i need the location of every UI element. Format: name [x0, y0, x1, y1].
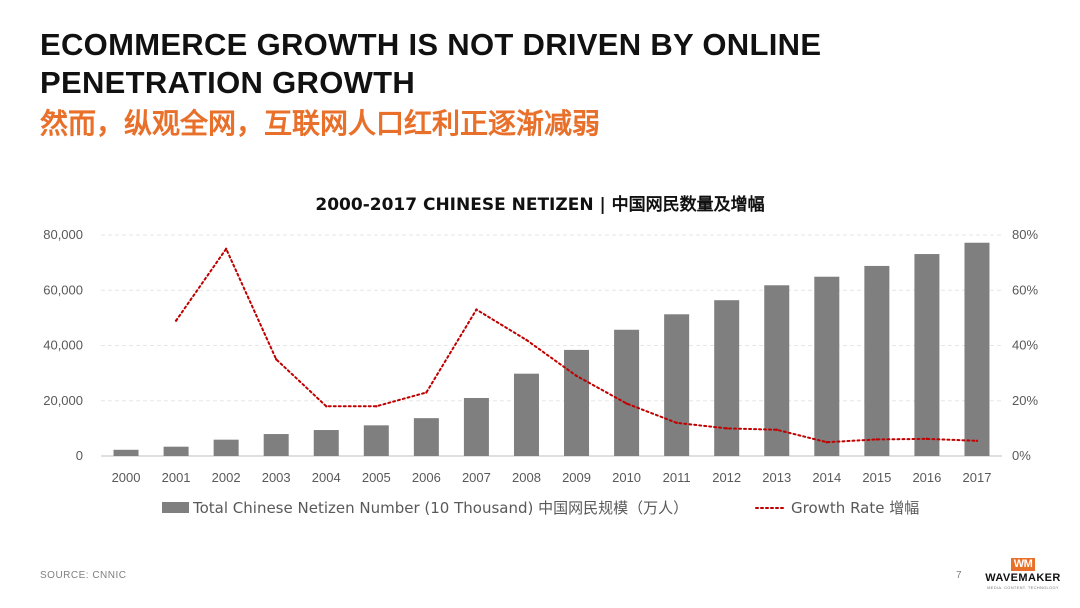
source-note: SOURCE: CNNIC — [40, 570, 127, 581]
growth-rate-point — [825, 440, 829, 444]
y-right-tick-label: 20% — [1012, 393, 1038, 408]
y-right-tick-label: 60% — [1012, 282, 1038, 297]
x-tick-label: 2010 — [612, 470, 641, 485]
x-tick-label: 2016 — [912, 470, 941, 485]
x-tick-label: 2007 — [462, 470, 491, 485]
bar — [363, 425, 389, 456]
y-left-tick-label: 60,000 — [43, 282, 83, 297]
x-tick-label: 2017 — [963, 470, 992, 485]
x-tick-label: 2003 — [262, 470, 291, 485]
y-right-tick-label: 0% — [1012, 448, 1031, 463]
bar — [714, 300, 740, 456]
legend-bar-swatch — [162, 502, 189, 513]
bar — [664, 314, 690, 456]
bar — [263, 434, 289, 456]
bar — [814, 276, 840, 456]
bar — [113, 449, 139, 456]
growth-rate-point — [725, 427, 728, 430]
x-tick-label: 2006 — [412, 470, 441, 485]
growth-rate-point — [975, 439, 979, 443]
y-left-tick-label: 40,000 — [43, 338, 83, 353]
x-tick-label: 2002 — [212, 470, 241, 485]
slide-headline: ECOMMERCE GROWTH IS NOT DRIVEN BY ONLINE… — [40, 27, 822, 100]
bar — [914, 254, 940, 456]
bar — [463, 397, 489, 456]
y-left-tick-label: 80,000 — [43, 227, 83, 242]
growth-rate-point — [274, 358, 278, 361]
page-number: 7 — [956, 570, 962, 581]
growth-rate-point — [525, 338, 528, 342]
y-left-tick-label: 20,000 — [43, 393, 83, 408]
chart-title: 2000-2017 CHINESE NETIZEN | 中国网民数量及增幅 — [315, 195, 765, 215]
x-tick-label: 2001 — [162, 470, 191, 485]
growth-rate-point — [775, 428, 778, 431]
growth-rate-point — [425, 391, 428, 394]
x-tick-label: 2014 — [812, 470, 841, 485]
bar — [313, 430, 339, 456]
bar — [764, 285, 790, 456]
growth-rate-point — [325, 405, 328, 408]
growth-rate-point — [925, 437, 929, 441]
bar — [614, 329, 640, 456]
x-tick-label: 2009 — [562, 470, 591, 485]
bar — [964, 242, 990, 456]
logo-name: WAVEMAKER — [985, 572, 1061, 584]
x-tick-label: 2004 — [312, 470, 341, 485]
growth-rate-point — [625, 402, 628, 405]
bar — [564, 349, 590, 456]
growth-rate-point — [375, 405, 378, 408]
logo-mark: WM — [1010, 558, 1036, 571]
logo-tagline: MEDIA. CONTENT. TECHNOLOGY — [987, 585, 1059, 590]
growth-rate-point — [875, 438, 879, 441]
x-tick-label: 2011 — [663, 470, 691, 485]
growth-rate-point — [174, 319, 178, 322]
x-tick-label: 2000 — [112, 470, 141, 485]
bar — [513, 373, 539, 456]
bar — [864, 265, 890, 456]
legend-bar-label: Total Chinese Netizen Number (10 Thousan… — [192, 499, 688, 517]
legend-line-label: Growth Rate 增幅 — [791, 499, 919, 517]
growth-rate-point — [224, 247, 228, 251]
growth-rate-point — [475, 308, 478, 311]
bar — [413, 418, 439, 456]
x-tick-label: 2008 — [512, 470, 541, 485]
wavemaker-logo: WM WAVEMAKER MEDIA. CONTENT. TECHNOLOGY — [982, 554, 1064, 590]
bar — [213, 439, 239, 456]
growth-rate-point — [575, 374, 578, 378]
x-tick-label: 2012 — [712, 470, 741, 485]
x-tick-label: 2013 — [762, 470, 791, 485]
y-right-tick-label: 40% — [1012, 338, 1038, 353]
y-left-tick-label: 0 — [76, 448, 83, 463]
x-tick-label: 2015 — [862, 470, 891, 485]
growth-rate-point — [675, 421, 678, 425]
x-tick-label: 2005 — [362, 470, 391, 485]
bar — [163, 446, 189, 456]
y-right-tick-label: 80% — [1012, 227, 1038, 242]
slide-subheadline: 然而，纵观全网，互联网人口红利正逐渐减弱 — [40, 107, 601, 140]
